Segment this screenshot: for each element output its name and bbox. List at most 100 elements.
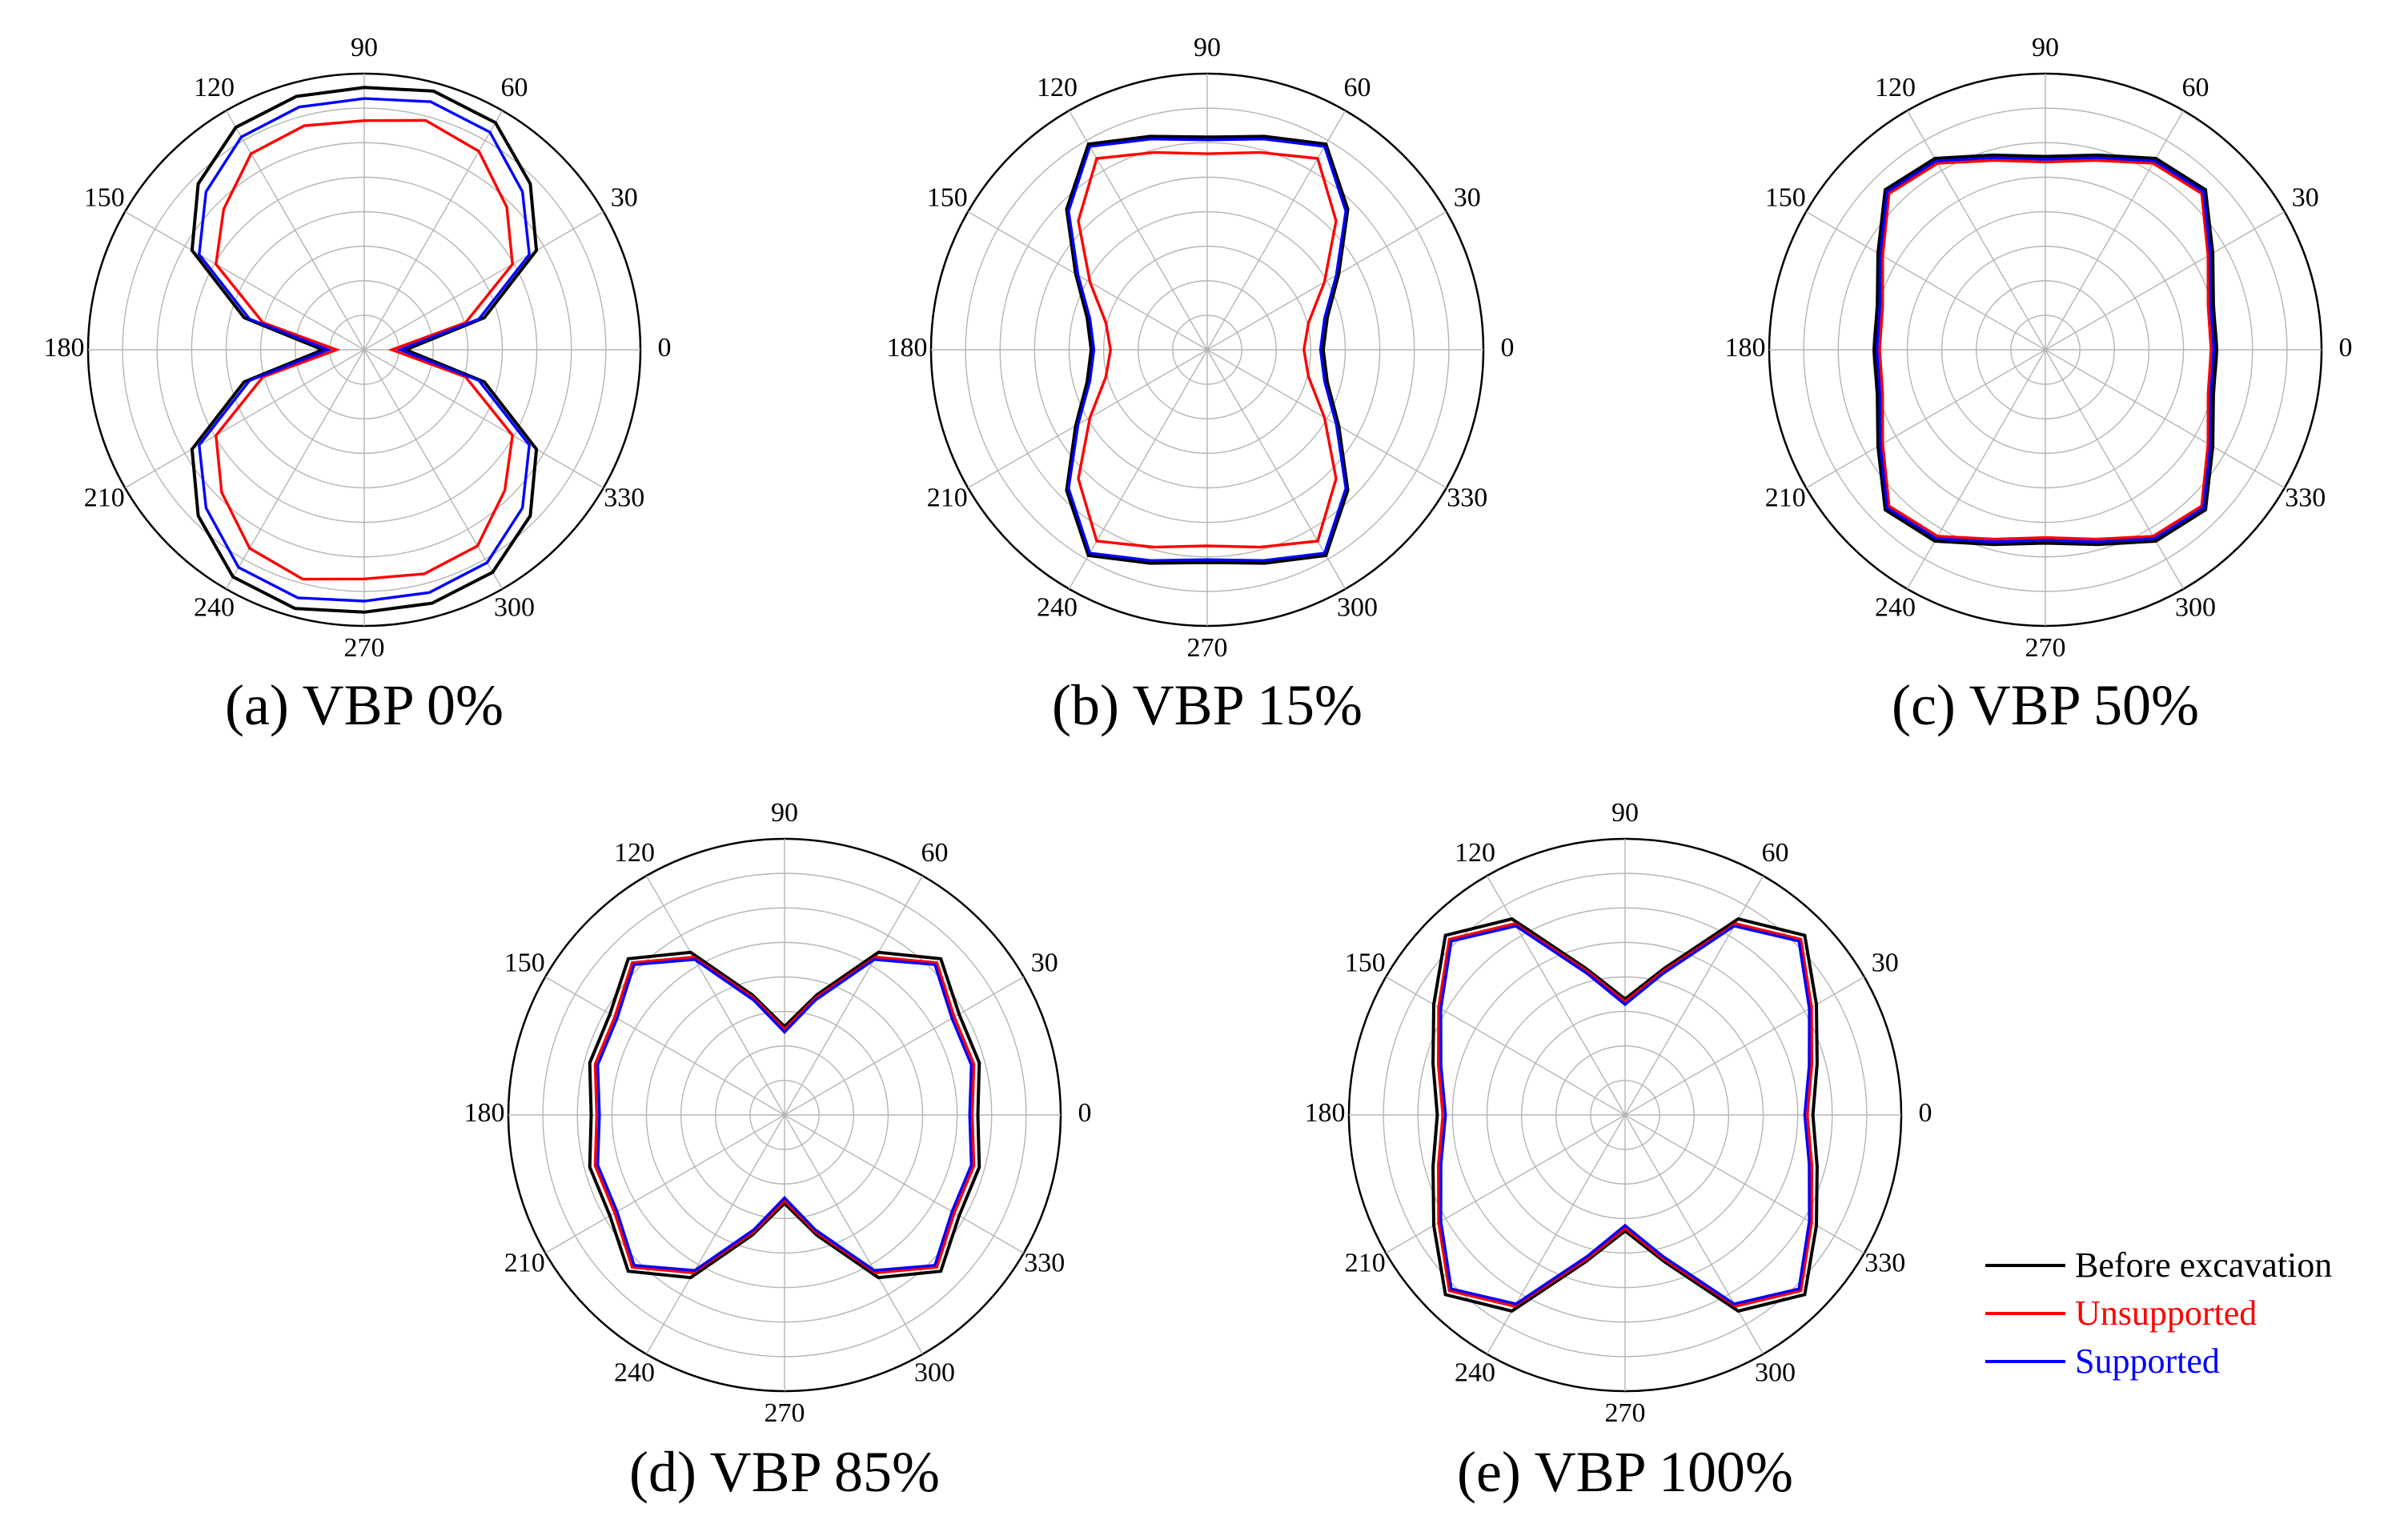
spoke-300 <box>2045 349 2185 590</box>
angle-tick-label: 0 <box>1501 333 1515 363</box>
polar-panel-5: 0 30 60 90 120 150 180 210 240 270 300 330 (e) VBP 1… <box>1305 798 1932 1504</box>
angle-tick-label: 300 <box>494 593 535 623</box>
series-supported <box>198 97 531 603</box>
spoke-30 <box>1206 211 1447 351</box>
series-supported <box>1875 156 2216 543</box>
spoke-300 <box>1624 1114 1764 1355</box>
spoke-120 <box>645 875 785 1116</box>
series-supported <box>596 958 973 1272</box>
spoke-210 <box>124 349 365 489</box>
series-supported <box>1439 924 1811 1305</box>
series-before-excavation <box>588 950 981 1280</box>
angle-tick-label: 150 <box>1765 182 1806 212</box>
angle-tick-label: 240 <box>1037 593 1078 623</box>
angle-tick-label: 0 <box>658 333 672 363</box>
series-unsupported <box>1077 150 1338 549</box>
spoke-150 <box>1805 211 2046 351</box>
angle-tick-label: 90 <box>1611 798 1639 828</box>
angle-tick-label: 60 <box>501 73 528 102</box>
angle-tick-label: 30 <box>1454 182 1481 212</box>
angle-tick-label: 270 <box>765 1398 805 1428</box>
angle-tick-label: 240 <box>1455 1358 1495 1388</box>
spoke-300 <box>1206 349 1346 590</box>
angle-tick-label: 0 <box>1078 1098 1092 1128</box>
spoke-240 <box>1486 1114 1626 1355</box>
spoke-60 <box>1206 110 1346 351</box>
spoke-30 <box>784 976 1025 1116</box>
polar-panel-2: 0 30 60 90 120 150 180 210 240 270 300 330 (b) VBP 1… <box>887 33 1515 737</box>
spoke-30 <box>1624 976 1865 1116</box>
angle-tick-label: 180 <box>464 1098 505 1128</box>
angle-tick-label: 300 <box>2175 593 2216 623</box>
series-before-excavation <box>1872 153 2218 547</box>
spoke-330 <box>1624 1114 1865 1254</box>
legend-label: Supported <box>2075 1341 2220 1381</box>
angle-tick-label: 60 <box>1762 838 1789 868</box>
angle-tick-label: 240 <box>194 593 235 623</box>
spoke-120 <box>225 110 365 351</box>
series-before-excavation <box>1065 134 1350 565</box>
polar-panel-1: 0 30 60 90 120 150 180 210 240 270 300 330 (a) VBP 0… <box>44 33 672 737</box>
spoke-330 <box>784 1114 1025 1254</box>
angle-tick-label: 150 <box>84 182 125 212</box>
spoke-330 <box>2045 349 2286 489</box>
series-unsupported <box>215 118 514 581</box>
angle-tick-label: 300 <box>1755 1358 1796 1388</box>
angle-tick-label: 150 <box>504 948 545 977</box>
spoke-210 <box>544 1114 785 1254</box>
angle-tick-label: 330 <box>604 483 644 512</box>
series-supported <box>1067 137 1347 563</box>
angle-tick-label: 210 <box>1345 1248 1386 1277</box>
polar-panel-4: 0 30 60 90 120 150 180 210 240 270 300 330 (d) VBP 8… <box>464 798 1092 1504</box>
angle-tick-label: 120 <box>1037 73 1078 102</box>
spoke-240 <box>645 1114 785 1355</box>
panel-caption: (c) VBP 50% <box>1892 673 2199 737</box>
spoke-60 <box>1624 875 1764 1116</box>
angle-tick-label: 180 <box>887 333 928 363</box>
spoke-150 <box>544 976 785 1116</box>
angle-tick-label: 330 <box>1864 1248 1905 1277</box>
angle-tick-label: 90 <box>771 798 798 828</box>
angle-tick-label: 270 <box>2025 633 2066 663</box>
spoke-300 <box>363 349 504 590</box>
spoke-210 <box>1385 1114 1626 1254</box>
angle-tick-label: 120 <box>1455 838 1495 868</box>
series-unsupported <box>593 956 976 1274</box>
spoke-150 <box>1385 976 1626 1116</box>
angle-tick-label: 150 <box>1345 948 1386 977</box>
series-unsupported <box>1436 922 1814 1308</box>
spoke-30 <box>363 211 604 351</box>
angle-tick-label: 30 <box>611 182 638 212</box>
spoke-300 <box>784 1114 924 1355</box>
panel-caption: (b) VBP 15% <box>1052 673 1363 737</box>
panel-caption: (d) VBP 85% <box>629 1440 940 1504</box>
spoke-120 <box>1486 875 1626 1116</box>
angle-tick-label: 90 <box>1194 33 1221 62</box>
spoke-330 <box>1206 349 1447 489</box>
panel-caption: (a) VBP 0% <box>225 673 504 737</box>
angle-tick-label: 330 <box>1447 483 1487 512</box>
spoke-240 <box>1068 349 1208 590</box>
angle-tick-label: 150 <box>927 182 968 212</box>
angle-tick-label: 90 <box>351 33 378 62</box>
spoke-30 <box>2045 211 2286 351</box>
series-before-excavation <box>1431 916 1819 1313</box>
angle-tick-label: 210 <box>927 483 968 512</box>
angle-tick-label: 330 <box>2285 483 2326 512</box>
angle-tick-label: 300 <box>914 1358 955 1388</box>
angle-tick-label: 120 <box>614 838 655 868</box>
spoke-210 <box>1805 349 2046 489</box>
angle-tick-label: 240 <box>614 1358 655 1388</box>
angle-tick-label: 60 <box>921 838 949 868</box>
angle-tick-label: 240 <box>1875 593 1916 623</box>
angle-tick-label: 270 <box>344 633 385 663</box>
angle-tick-label: 180 <box>44 333 85 363</box>
angle-tick-label: 330 <box>1024 1248 1065 1277</box>
legend-label: Before excavation <box>2075 1245 2332 1285</box>
spoke-210 <box>967 349 1208 489</box>
spoke-60 <box>784 875 924 1116</box>
angle-tick-label: 270 <box>1187 633 1228 663</box>
angle-tick-label: 0 <box>1919 1098 1932 1128</box>
series-unsupported <box>1878 158 2213 541</box>
